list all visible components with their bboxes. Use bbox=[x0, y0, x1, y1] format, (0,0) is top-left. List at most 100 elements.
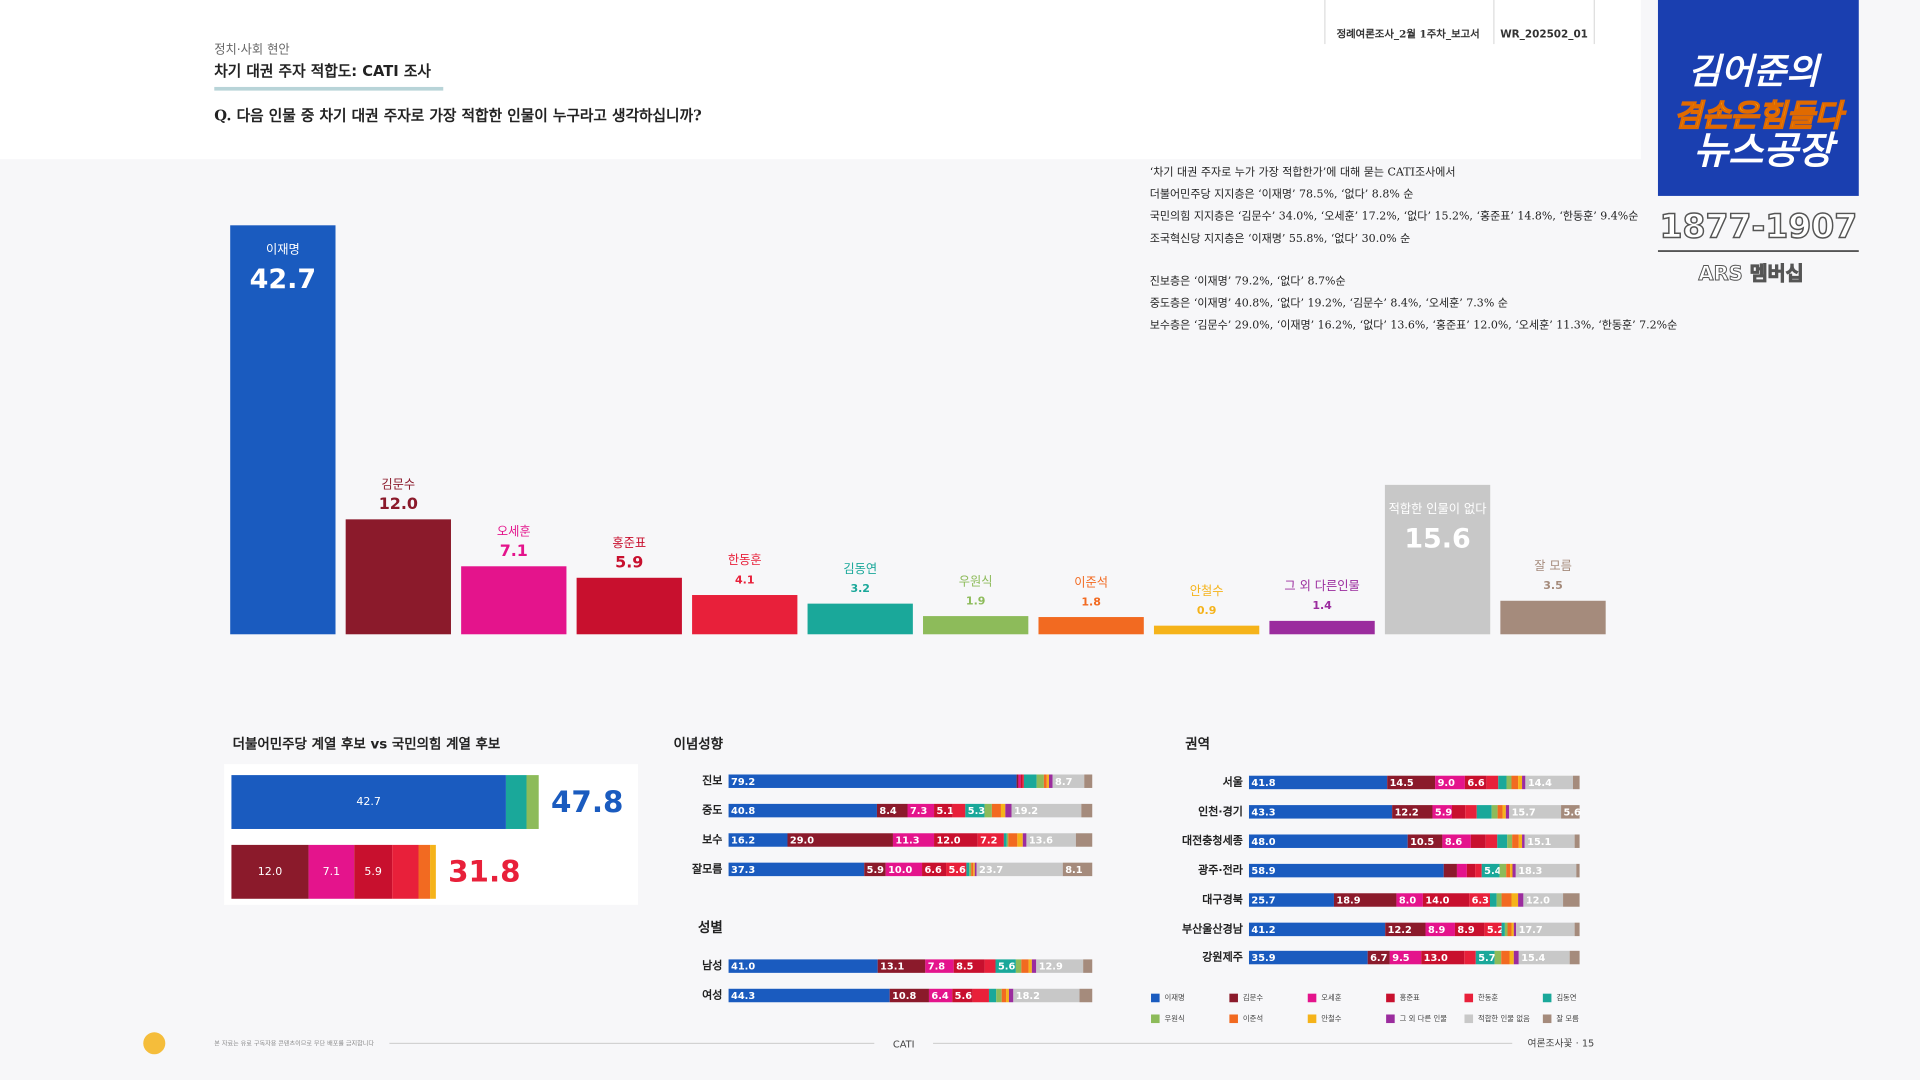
segment-label: 35.9 bbox=[1251, 953, 1275, 964]
segment-label: 12.0 bbox=[936, 836, 960, 847]
segment-label: 15.4 bbox=[1521, 953, 1545, 964]
bar-segment bbox=[1511, 775, 1519, 790]
category: 정치·사회 현안 bbox=[214, 43, 289, 57]
segment-label: 5.2 bbox=[1487, 925, 1504, 936]
row-label: 남성 bbox=[702, 958, 722, 972]
bar-segment bbox=[1475, 863, 1482, 878]
bar-segment bbox=[1513, 922, 1517, 937]
bar-value: 15.6 bbox=[1404, 523, 1470, 554]
legend-label: 그 외 다른 인물 bbox=[1400, 1014, 1448, 1023]
row-label: 대구경북 bbox=[1202, 892, 1243, 906]
bar-segment bbox=[1248, 834, 1408, 848]
logo-text: 겸손은힘들다 bbox=[1674, 99, 1847, 134]
segment-label: 5.6 bbox=[955, 991, 973, 1002]
bar-value: 42.7 bbox=[250, 264, 316, 295]
bar-segment bbox=[1008, 833, 1018, 847]
bar-category: 그 외 다른인물 bbox=[1284, 579, 1359, 593]
bar-segment bbox=[505, 775, 527, 829]
legend-label: 한동훈 bbox=[1478, 993, 1498, 1002]
bar-segment bbox=[1008, 988, 1014, 1003]
bar-segment bbox=[728, 988, 890, 1003]
row-label: 대전충청세종 bbox=[1182, 833, 1243, 847]
bar-segment bbox=[928, 988, 953, 1003]
segment-label: 11.3 bbox=[895, 836, 919, 847]
bar-segment bbox=[1013, 988, 1080, 1003]
bar-segment bbox=[787, 833, 893, 847]
segment-label: 17.7 bbox=[1519, 925, 1543, 936]
segment-label: 19.2 bbox=[1014, 806, 1038, 817]
panel-title: 권역 bbox=[1185, 735, 1210, 752]
segment-label: 9.0 bbox=[1438, 778, 1456, 789]
segment-label: 12.0 bbox=[258, 865, 283, 878]
bar-segment bbox=[1512, 863, 1516, 878]
segment-label: 5.6 bbox=[948, 865, 966, 876]
bar-segment bbox=[1454, 922, 1485, 937]
bar-segment bbox=[922, 862, 947, 877]
logo-box bbox=[1657, 0, 1859, 196]
bar-segment bbox=[1021, 959, 1029, 973]
row-label: 잘모름 bbox=[692, 862, 722, 875]
segment-label: 9.5 bbox=[1392, 953, 1410, 964]
row-label: 여성 bbox=[702, 988, 722, 1002]
bar-segment bbox=[1511, 893, 1519, 907]
bar-segment bbox=[1501, 950, 1510, 965]
bar-segment bbox=[1017, 833, 1023, 847]
bar-segment bbox=[1248, 863, 1444, 878]
segment-label: 5.3 bbox=[968, 806, 986, 817]
legend-label: 이재명 bbox=[1164, 993, 1184, 1002]
bar-segment bbox=[934, 833, 978, 847]
bar-segment bbox=[1036, 774, 1044, 788]
bar-segment bbox=[1018, 774, 1021, 788]
legend-swatch bbox=[1464, 1014, 1474, 1024]
bar-segment bbox=[1502, 805, 1506, 819]
bar-segment bbox=[430, 844, 436, 899]
bar-segment bbox=[1496, 893, 1502, 907]
bar bbox=[692, 595, 798, 635]
legend-swatch bbox=[1464, 993, 1474, 1003]
bar-segment bbox=[984, 803, 992, 818]
bar-segment bbox=[1022, 833, 1027, 847]
bar bbox=[1384, 484, 1491, 635]
logo-text: 김어준의 bbox=[1688, 51, 1822, 92]
segment-label: 5.9 bbox=[867, 865, 885, 876]
segment-label: 8.6 bbox=[1445, 837, 1463, 848]
bar-segment bbox=[1489, 893, 1497, 907]
bar-segment bbox=[1498, 775, 1507, 790]
legend-label: 이준석 bbox=[1243, 1014, 1263, 1023]
bar-segment bbox=[1407, 834, 1443, 848]
legend-swatch bbox=[1307, 993, 1317, 1003]
segment-label: 13.6 bbox=[1029, 836, 1053, 847]
segment-label: 7.1 bbox=[323, 865, 341, 878]
legend-label: 적합한 인물 없음 bbox=[1478, 1014, 1530, 1023]
panel-title: 이념성향 bbox=[673, 735, 723, 752]
bar bbox=[1153, 625, 1260, 635]
bar-segment bbox=[1491, 805, 1498, 819]
bar-segment bbox=[1515, 863, 1577, 878]
bar-segment bbox=[1497, 834, 1508, 848]
segment-label: 12.0 bbox=[1526, 896, 1550, 907]
segment-label: 8.5 bbox=[956, 962, 974, 973]
summary-line: 조국혁신당 지지층은 ‘이재명’ 55.8%, ‘없다’ 30.0% 순 bbox=[1150, 232, 1411, 245]
bar-segment bbox=[1081, 803, 1093, 818]
bar-segment bbox=[728, 833, 788, 847]
bar-segment bbox=[1518, 834, 1523, 848]
bar-segment bbox=[1425, 922, 1455, 937]
legend-label: 홍준표 bbox=[1400, 993, 1420, 1002]
segment-label: 7.2 bbox=[980, 836, 997, 847]
bar-category: 안철수 bbox=[1190, 584, 1224, 598]
bar-segment bbox=[1525, 775, 1573, 790]
bar-segment bbox=[1443, 863, 1457, 878]
bar-segment bbox=[1523, 893, 1564, 907]
footer-page: 여론조사꽃 · 15 bbox=[1528, 1037, 1595, 1049]
bar-segment bbox=[231, 775, 506, 829]
legend-label: 오세훈 bbox=[1321, 993, 1341, 1002]
bar-segment bbox=[1511, 922, 1514, 937]
segment-label: 6.6 bbox=[924, 865, 942, 876]
segment-label: 13.1 bbox=[880, 962, 904, 973]
segment-label: 15.1 bbox=[1527, 837, 1551, 848]
summary-line: 진보층은 ‘이재명’ 79.2%, ‘없다’ 8.7%순 bbox=[1150, 275, 1346, 288]
bar-value: 1.8 bbox=[1081, 595, 1101, 608]
chart-title: 더불어민주당 계열 후보 vs 국민의힘 계열 후보 bbox=[233, 735, 501, 752]
bar-segment bbox=[231, 844, 309, 899]
